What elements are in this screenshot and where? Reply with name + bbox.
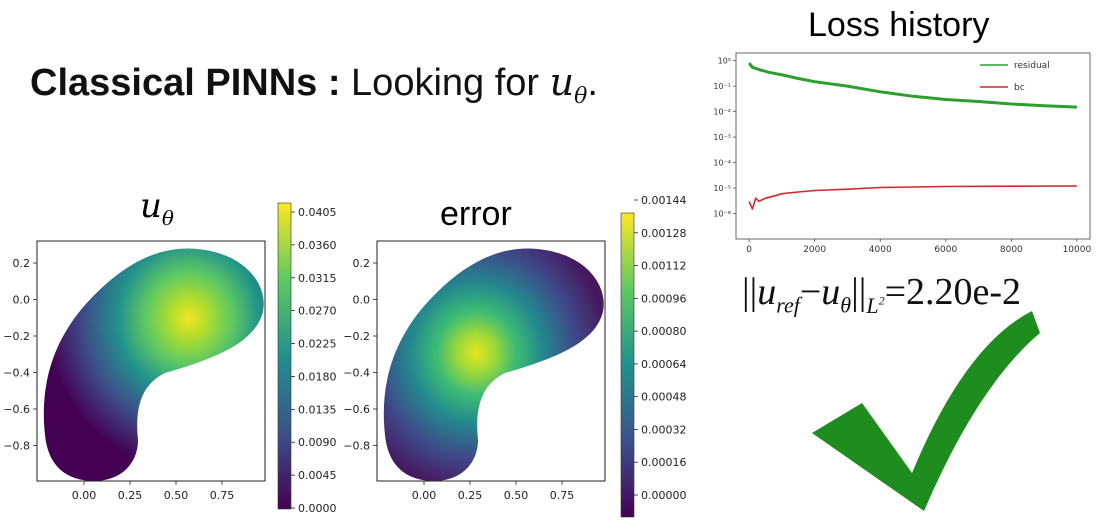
u-xtick-label: 0.25: [118, 489, 143, 502]
norm-value: 2.20e-2: [906, 271, 1022, 313]
error-colorbar-label: 0.00096: [641, 292, 687, 305]
error-ytick-label: −0.4: [343, 367, 370, 380]
loss-ytick-label: 10⁻²: [713, 108, 731, 117]
error-yaxis: 0.2 0.0 −0.2 −0.4 −0.6 −0.8: [343, 257, 377, 453]
u-colorbar-label: 0.0180: [298, 370, 337, 383]
u-yaxis: 0.2 0.0 −0.2 −0.4 −0.6 −0.8: [3, 257, 37, 453]
u-ytick-label: −0.6: [3, 403, 30, 416]
loss-xtick-label: 2000: [803, 245, 826, 255]
loss-ytick-label: 10⁰: [718, 57, 731, 66]
u-colorbar-label: 0.0045: [298, 469, 337, 482]
loss-title: Loss history: [808, 6, 990, 44]
loss-series-residual: [747, 62, 1077, 109]
error-field-shape: [383, 248, 604, 481]
u-field-shape: [43, 248, 264, 481]
u-colorbar-label: 0.0405: [298, 206, 337, 219]
u-xaxis: 0.00 0.25 0.50 0.75: [72, 481, 235, 502]
loss-ytick-label: 10⁻¹: [713, 82, 731, 91]
u-ytick-label: 0.2: [13, 257, 31, 270]
u-colorbar-label: 0.0225: [298, 338, 337, 351]
error-colorbar-label: 0.00080: [641, 325, 687, 338]
error-ytick-label: −0.2: [343, 330, 370, 343]
u-xtick-label: 0.75: [210, 489, 235, 502]
u-colorbar-label: 0.0090: [298, 436, 337, 449]
loss-ytick-label: 10⁻⁶: [713, 210, 731, 219]
u-colorbar-label: 0.0270: [298, 305, 337, 318]
heading-text: Looking for: [351, 62, 540, 104]
u-xtick-label: 0.50: [164, 489, 189, 502]
error-colorbar-label: 0.00144: [641, 195, 687, 207]
error-colorbar: [620, 212, 635, 518]
error-ytick-label: 0.2: [353, 257, 371, 270]
u-ytick-label: −0.2: [3, 330, 30, 343]
u-ytick-label: −0.8: [3, 440, 30, 453]
error-colorbar-label: 0.00064: [641, 358, 687, 371]
error-norm-formula: ||uref−uθ||L2=2.20e-2: [742, 271, 1022, 318]
error-ytick-label: 0.0: [353, 294, 371, 307]
loss-xtick-label: 6000: [934, 245, 957, 255]
u-colorbar-ticks: 0.0405 0.0360 0.0315 0.0270 0.0225 0.0180 0.01…: [291, 206, 337, 515]
u-colorbar-label: 0.0135: [298, 403, 337, 416]
loss-ytick-label: 10⁻³: [713, 133, 731, 142]
u-plot-title: uθ: [140, 186, 174, 230]
heading-var: uθ: [549, 60, 588, 109]
loss-plot-frame: [735, 52, 1091, 240]
error-colorbar-label: 0.00048: [641, 391, 687, 404]
error-colorbar-label: 0.00016: [641, 456, 687, 469]
error-colorbar-ticks: 0.00144 0.00128 0.00112 0.00096 0.00080 0.000…: [634, 195, 687, 502]
loss-xtick-label: 10000: [1063, 245, 1092, 255]
loss-series-bc: [748, 185, 1077, 210]
loss-ytick-label: 10⁻⁴: [713, 159, 731, 168]
loss-xtick-label: 0: [746, 245, 752, 255]
u-colorbar: [277, 202, 292, 510]
u-colorbar-label: 0.0360: [298, 239, 337, 252]
slide-heading: Classical PINNs : Looking for uθ.: [30, 60, 598, 109]
u-colorbar-label: 0.0000: [298, 502, 337, 515]
loss-xtick-label: 4000: [869, 245, 892, 255]
u-colorbar-label: 0.0315: [298, 272, 337, 285]
error-ytick-label: −0.8: [343, 440, 370, 453]
checkmark-icon: [812, 311, 1040, 511]
error-plot-title: error: [440, 195, 512, 233]
error-colorbar-label: 0.00112: [641, 260, 687, 273]
error-ytick-label: −0.6: [343, 403, 370, 416]
error-xtick-label: 0.50: [504, 489, 529, 502]
error-plot: 0.20.0−0.2−0.4−0.6−0.8 0.00 0.25 0.50 0.75 …: [343, 195, 687, 518]
heading-bold: Classical PINNs :: [30, 62, 341, 104]
error-xtick-label: 0.00: [412, 489, 437, 502]
error-colorbar-label: 0.00128: [641, 227, 687, 240]
error-xtick-label: 0.25: [458, 489, 483, 502]
legend-label-residual: residual: [1014, 61, 1050, 71]
u-ytick-label: 0.0: [13, 294, 31, 307]
heading-end: .: [587, 62, 598, 104]
error-colorbar-label: 0.00032: [641, 423, 687, 436]
loss-ytick-label: 10⁻⁵: [713, 184, 731, 193]
error-colorbar-label: 0.00000: [641, 489, 687, 502]
u-plot: 0.20.0−0.2−0.4−0.6−0.8 0.00 0.25 0.50 0.75 …: [3, 202, 337, 515]
legend-label-bc: bc: [1014, 83, 1025, 93]
u-ytick-label: −0.4: [3, 367, 30, 380]
error-xaxis: 0.00 0.25 0.50 0.75: [412, 481, 575, 502]
u-xtick-label: 0.00: [72, 489, 97, 502]
loss-xtick-label: 8000: [1000, 245, 1023, 255]
error-xtick-label: 0.75: [550, 489, 575, 502]
loss-chart: 0 2000 4000 6000 8000 10000 10⁰ 10⁻¹ 10⁻² 10⁻³ 10⁻…: [713, 52, 1092, 255]
